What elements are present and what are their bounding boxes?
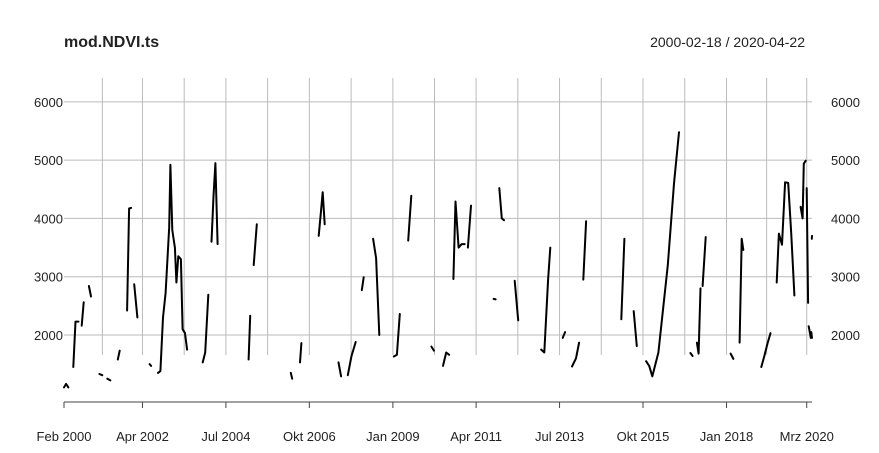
y-tick-label-left: 6000 [34,95,63,110]
ndvi-series-segment [201,293,210,364]
ndvi-series-segment [701,236,707,287]
ndvi-series-segment [695,287,702,355]
y-tick-label-right: 4000 [831,211,860,226]
ndvi-series-segment [760,332,772,368]
y-tick-label-right: 2000 [831,328,860,343]
axes: 2000 2000 3000 3000 4000 4000 5000 5000 6000 6000… [34,95,860,444]
ndvi-series-segment [582,220,588,281]
ndvi-series-segment [729,352,735,360]
ndvi-series-segment [805,187,810,304]
ndvi-series-segment [571,341,581,368]
ndvi-series-segment [775,181,796,297]
ndvi-series-segment [561,331,567,339]
ndvi-series-segment [210,162,219,246]
x-tick-label: Okt 2006 [283,429,336,444]
y-tick-label-right: 5000 [831,153,860,168]
ndvi-series-segment [289,371,294,380]
ndvi-series-segment [346,341,357,377]
ndvi-series-segment [106,377,112,382]
ndvi-series-segment [738,237,745,344]
ndvi-series-segment [442,351,451,367]
ndvi-series-segment [430,345,435,352]
ndvi-series-segment [337,361,343,378]
ndvi-series-segment [807,325,813,339]
y-tick-label-right: 3000 [831,270,860,285]
ndvi-series-segment [360,276,365,292]
ndvi-series-segment [317,191,326,237]
y-tick-label-right: 6000 [831,95,860,110]
y-tick-label-left: 4000 [34,211,63,226]
ndvi-series-segment [452,200,466,280]
x-tick-label: Feb 2000 [37,429,92,444]
ndvi-series-segment [157,163,189,374]
ndvi-series-segment [492,297,497,301]
y-tick-label-left: 5000 [34,153,63,168]
chart-date-range: 2000-02-18 / 2020-04-22 [650,34,805,50]
x-tick-label: Jan 2018 [700,429,754,444]
y-tick-label-left: 3000 [34,270,63,285]
x-tick-label: Jul 2013 [535,429,584,444]
x-tick-label: Mrz 2020 [780,429,834,444]
ndvi-series-segment [632,310,638,348]
x-tick-label: Jul 2004 [201,429,250,444]
ndvi-series-segment [799,159,807,220]
ndvi-series-segment [80,301,85,327]
x-tick-label: Okt 2015 [617,429,670,444]
ndvi-series-segment [498,187,505,222]
ndvi-series-segment [98,373,104,377]
ndvi-series-segment [133,283,139,319]
ndvi-series-segment [87,285,92,298]
ndvi-series-segment [513,279,520,322]
x-tick-label: Apr 2011 [450,429,502,444]
ndvi-series-segment [299,342,303,364]
ndvi-series-segment [407,194,413,242]
ndvi-series [63,131,813,389]
chart-title: mod.NDVI.ts [64,34,159,51]
y-tick-label-left: 2000 [34,328,63,343]
ndvi-series-segment [148,363,153,367]
ndvi-series-segment [466,204,472,249]
ndvi-series-segment [689,352,694,357]
x-tick-label: Apr 2002 [116,429,169,444]
ndvi-series-segment [72,320,80,368]
ndvi-series-segment [126,206,133,312]
ndvi-series-segment [116,349,121,361]
x-tick-label: Jan 2009 [366,429,420,444]
ndvi-series-segment [645,131,680,378]
ndvi-series-segment [252,223,258,267]
ndvi-series-segment [372,237,381,336]
ndvi-series-segment [247,314,252,361]
ndvi-series-segment [392,313,401,358]
ndvi-series-segment [620,237,626,321]
ndvi-series-segment [540,246,552,354]
ndvi-series-segment [63,382,70,389]
